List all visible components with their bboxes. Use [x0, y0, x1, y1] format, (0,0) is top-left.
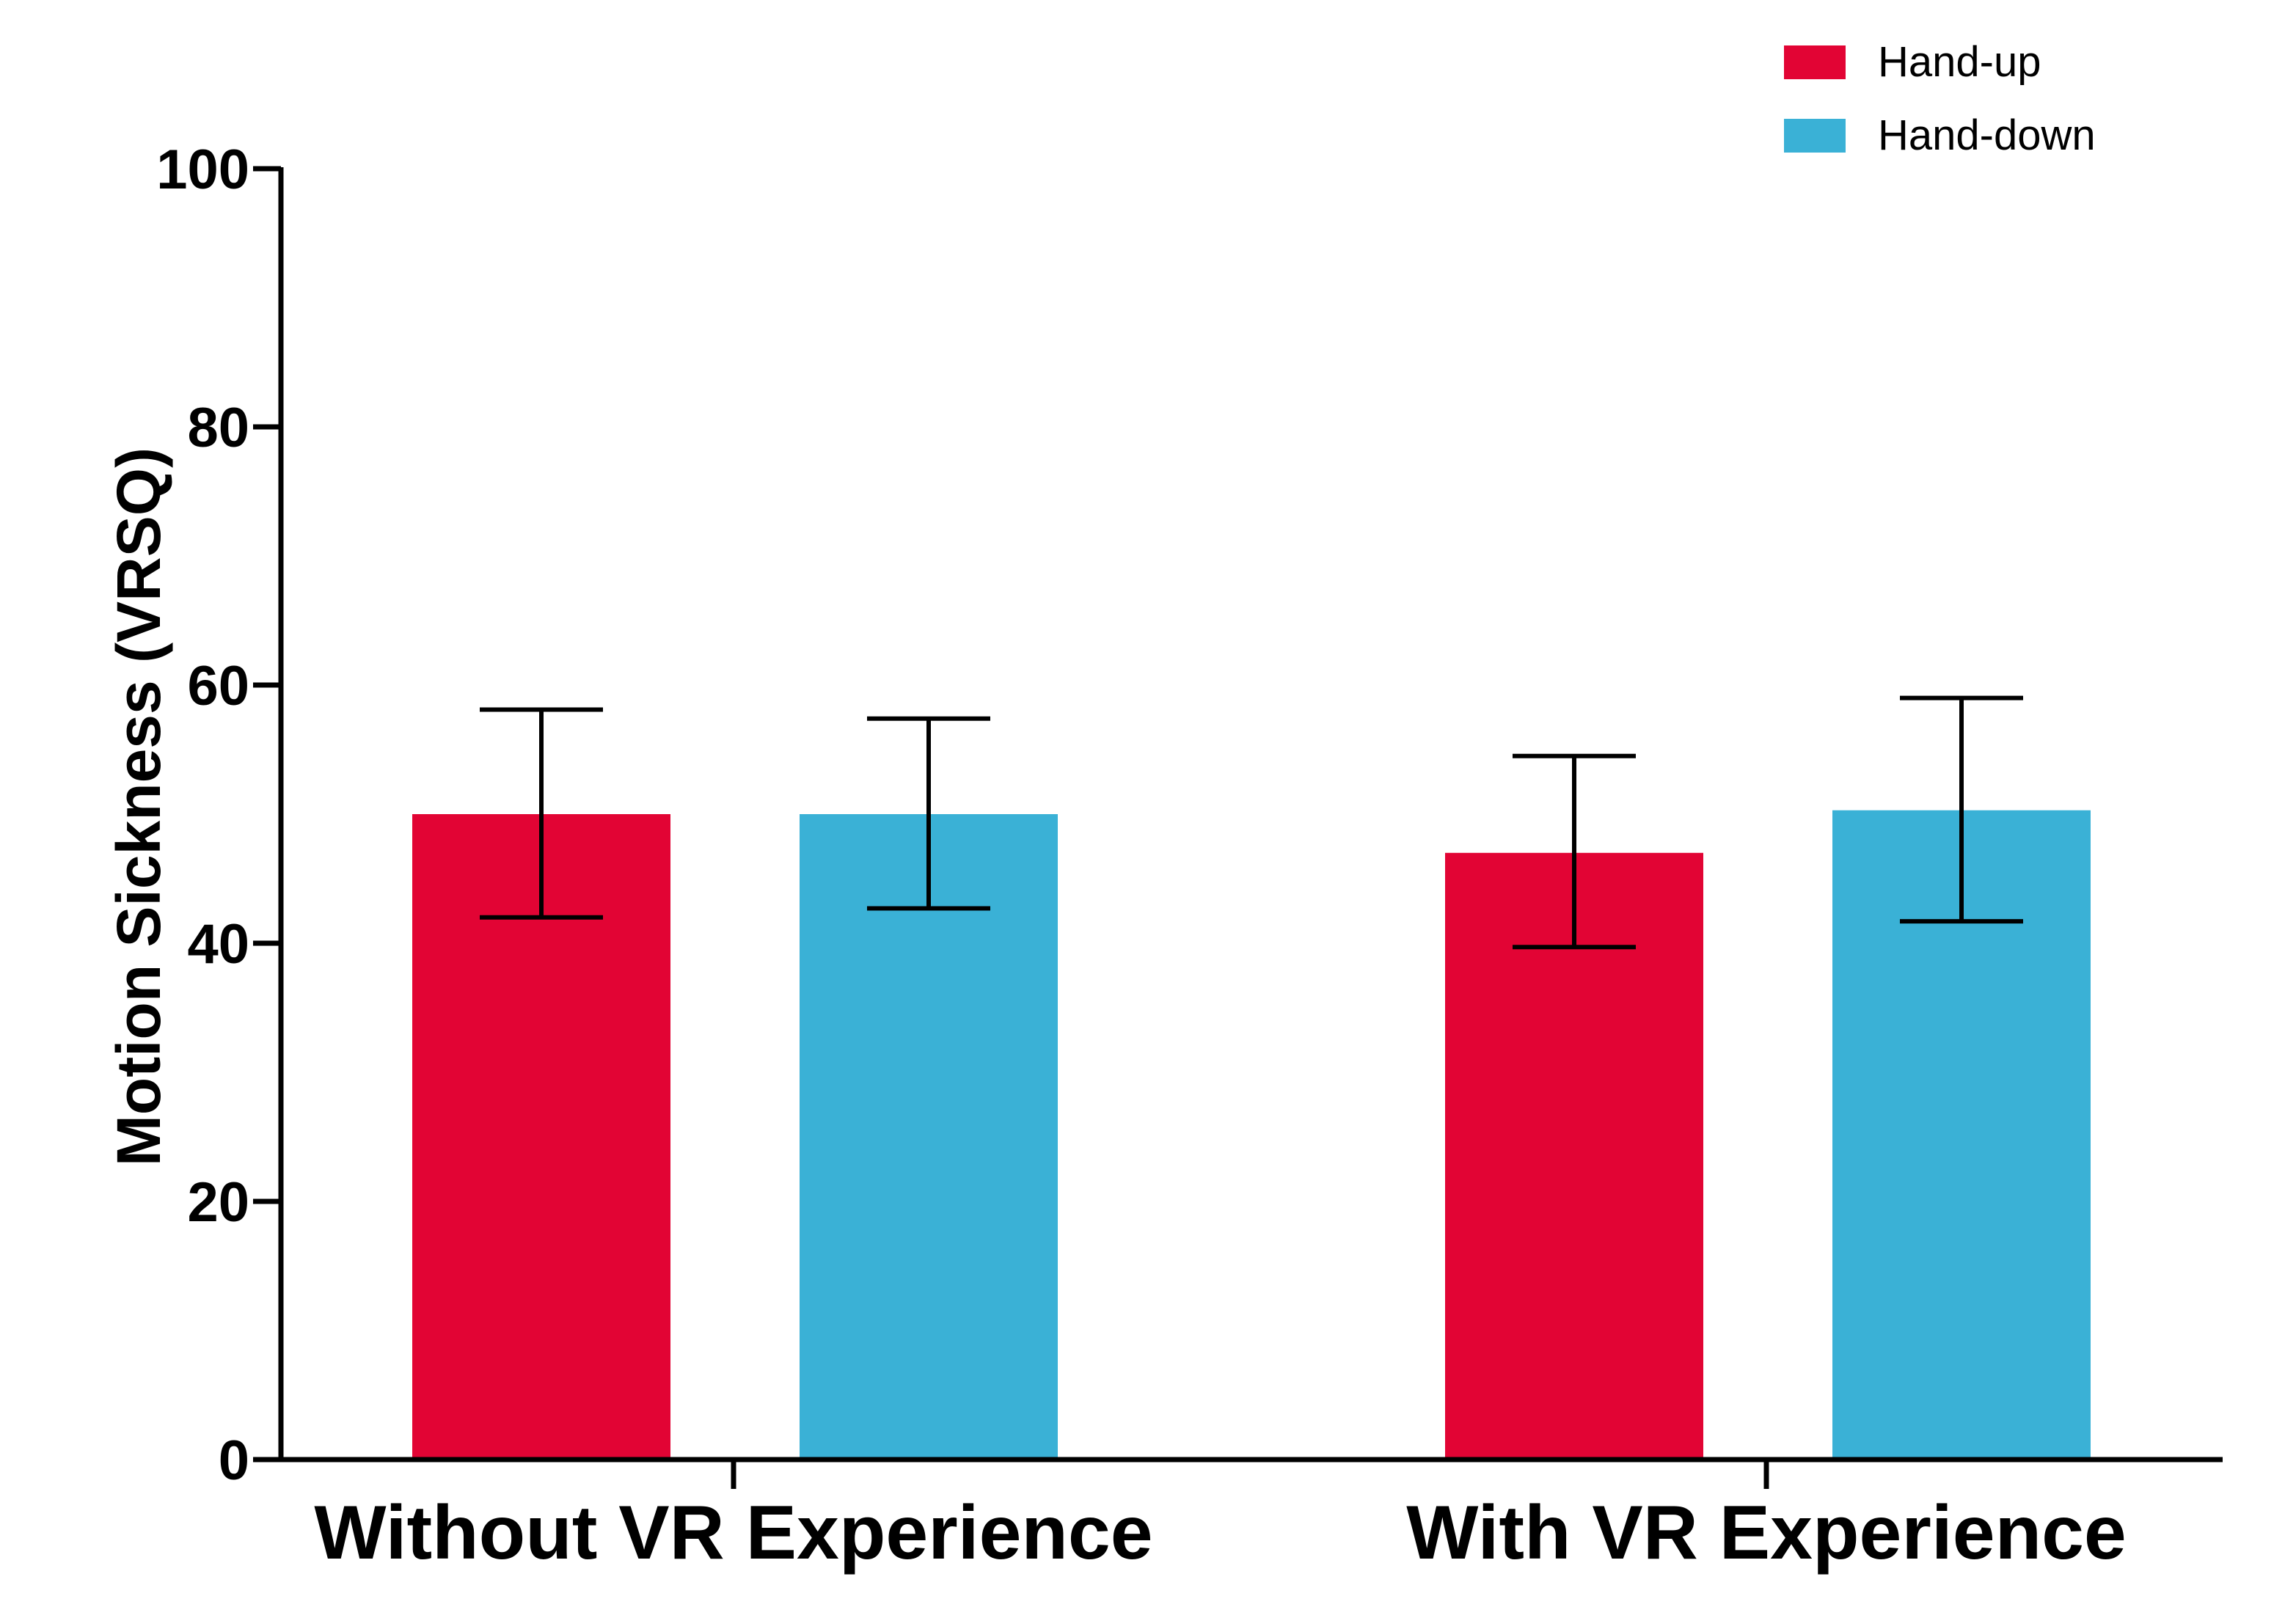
bars-layer [412, 810, 2091, 1460]
y-tick-label: 20 [187, 1171, 249, 1234]
legend-swatch-hand-down [1784, 119, 1846, 153]
error-bar-hand-down-1 [867, 716, 990, 911]
bar-hand-down-1 [800, 814, 1058, 1460]
y-tick-label: 80 [187, 397, 249, 459]
y-tick-label: 100 [156, 139, 249, 201]
x-tick-label: With VR Experience [1406, 1490, 2127, 1575]
x-tick-label: Without VR Experience [314, 1490, 1152, 1575]
error-bars-layer [480, 695, 2023, 950]
y-ticks-layer: 0 20 40 60 80 100 [156, 139, 281, 1492]
y-tick-label: 40 [187, 913, 249, 975]
bar-hand-up-2 [1445, 852, 1703, 1460]
legend-swatch-hand-up [1784, 45, 1846, 79]
error-bar-hand-down-2 [1900, 695, 2023, 924]
y-tick-label: 0 [219, 1430, 249, 1492]
error-bar-hand-up-1 [480, 707, 603, 920]
y-tick-label: 60 [187, 655, 249, 717]
y-axis-title: Motion Sickness (VRSQ) [104, 447, 173, 1166]
x-ticks-layer: Without VR Experience With VR Experience [314, 1460, 2127, 1575]
legend: Hand-up Hand-down [1784, 38, 2096, 159]
bar-hand-up-1 [412, 814, 670, 1460]
error-bar-hand-up-2 [1513, 753, 1636, 950]
legend-label-hand-up: Hand-up [1878, 38, 2041, 86]
legend-label-hand-down: Hand-down [1878, 111, 2096, 159]
